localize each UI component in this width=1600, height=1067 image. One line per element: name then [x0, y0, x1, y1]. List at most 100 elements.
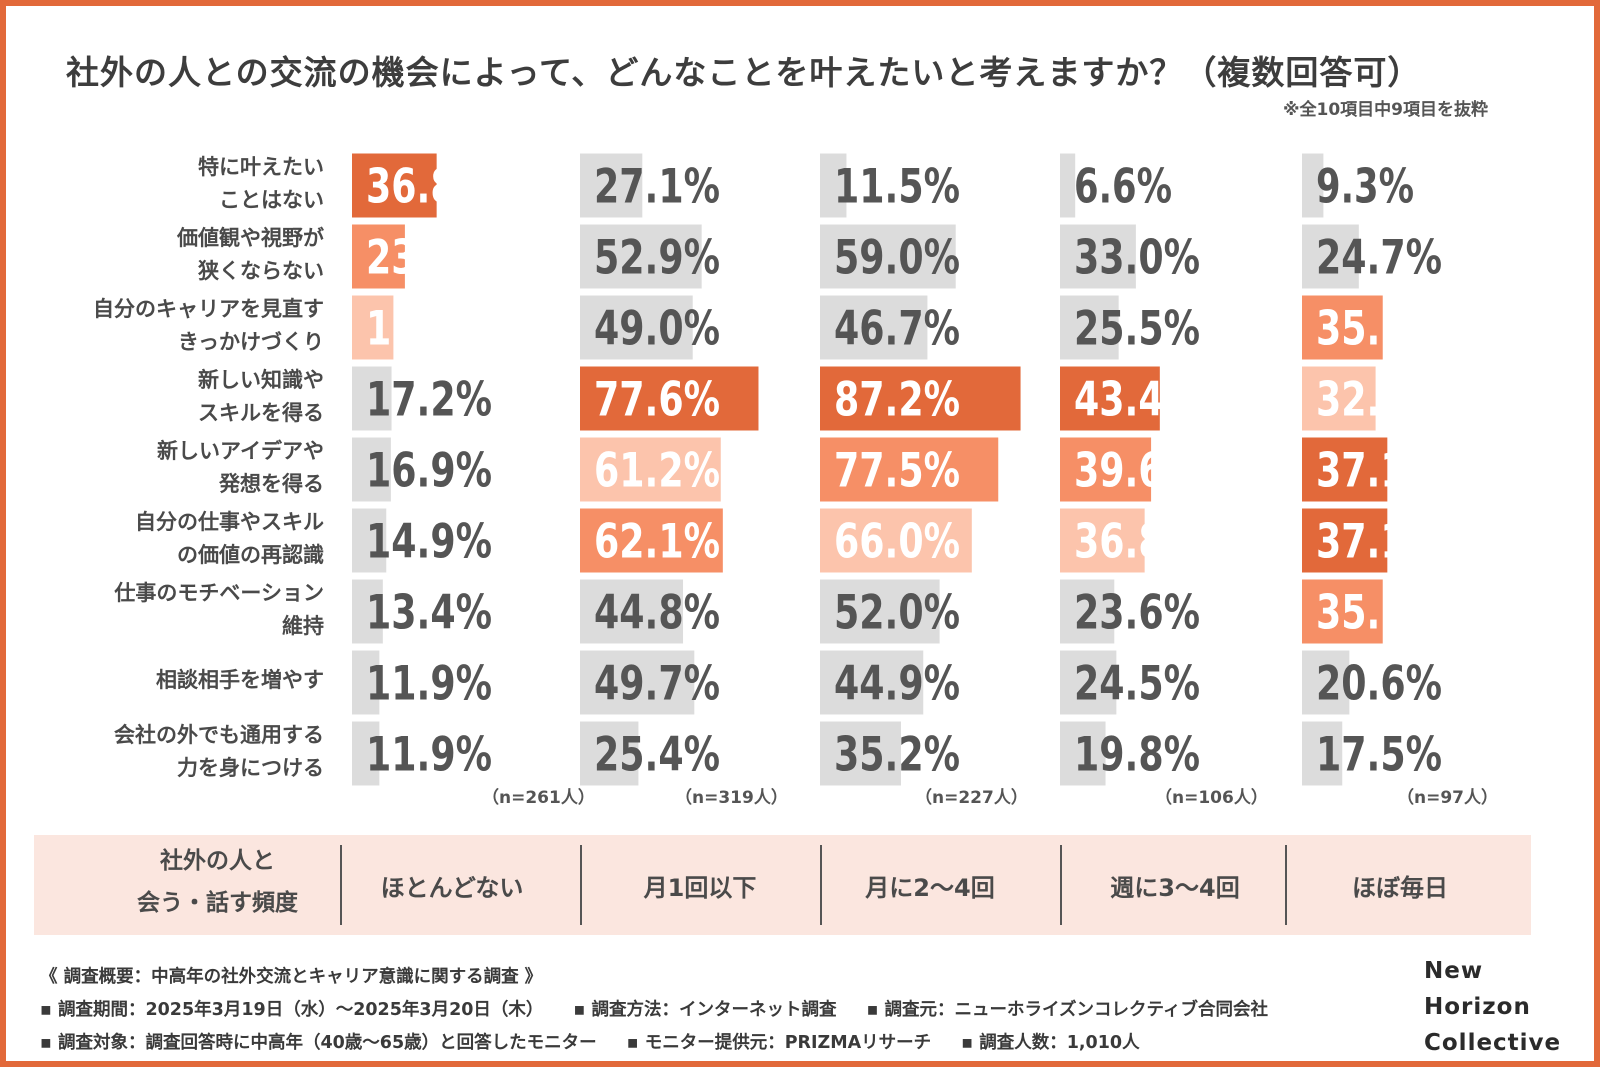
- bar: [1302, 579, 1383, 644]
- bar: [580, 224, 702, 289]
- brand-word: Horizon: [1424, 994, 1531, 1020]
- frequency-divider: [820, 845, 822, 925]
- data-label: 20.6%: [1316, 657, 1442, 712]
- bar: [1060, 366, 1160, 431]
- bar: [352, 721, 380, 786]
- survey-period: ▪ 調査期間：2025年3月19日（水）〜2025年3月20日（木）: [40, 1000, 544, 1020]
- data-label: 77.6%: [594, 373, 720, 428]
- frequency-category: ほとんどない: [380, 874, 524, 902]
- data-label: 37.1%: [1316, 515, 1442, 570]
- bar: [1060, 508, 1145, 573]
- data-label: 87.2%: [834, 373, 960, 428]
- frequency-category: 月1回以下: [643, 874, 757, 902]
- frequency-divider: [1060, 845, 1062, 925]
- bar: [580, 721, 639, 786]
- survey-line-2: ▪ 調査対象：調査回答時に中高年（40歳〜65歳）と回答したモニター ▪ モニタ…: [40, 1029, 1164, 1054]
- row-label-line: 特に叶えたい: [198, 154, 324, 179]
- data-label: 14.9%: [366, 515, 492, 570]
- bar: [1302, 153, 1324, 218]
- bar: [820, 579, 940, 644]
- data-label: 17.5%: [1316, 728, 1442, 783]
- data-label: 77.5%: [834, 444, 960, 499]
- row-label: 価値観や視野が狭くならない: [40, 222, 324, 288]
- survey-count: ▪ 調査人数：1,010人: [961, 1033, 1140, 1053]
- row-label: 特に叶えたいことはない: [40, 151, 324, 217]
- chart-note: ※全10項目中9項目を抜粋: [1282, 100, 1488, 120]
- survey-line-1: ▪ 調査期間：2025年3月19日（水）〜2025年3月20日（木） ▪ 調査方…: [40, 996, 1292, 1021]
- bar: [580, 650, 695, 715]
- bar: [820, 437, 999, 502]
- data-label: 11.9%: [366, 728, 492, 783]
- data-label: 35.1%: [1316, 586, 1442, 641]
- frequency-category: 週に3～4回: [1110, 874, 1240, 902]
- data-label: 25.5%: [1074, 302, 1200, 357]
- data-label: 46.7%: [834, 302, 960, 357]
- row-label-line: 新しい知識や: [198, 367, 324, 392]
- data-label: 6.6%: [1074, 160, 1172, 215]
- bar: [580, 295, 693, 360]
- bar: [580, 437, 721, 502]
- data-label: 66.0%: [834, 515, 960, 570]
- frequency-divider: [580, 845, 582, 925]
- bar: [1060, 721, 1106, 786]
- row-label-line: ことはない: [219, 187, 324, 212]
- bar: [580, 508, 723, 573]
- chart-plot: 36.8% 23.0% 18.0% 17.2% 16.9% 14.9% 13.4% 11.9%…: [352, 153, 1498, 808]
- bar: [1060, 224, 1136, 289]
- bar: [1302, 437, 1388, 502]
- bar: [1302, 650, 1350, 715]
- data-label: 9.3%: [1316, 160, 1414, 215]
- row-label-line: 価値観や視野が: [177, 225, 324, 250]
- data-label: 59.0%: [834, 231, 960, 286]
- sample-size-label: （n=97人）: [1397, 787, 1498, 808]
- data-label: 35.1%: [1316, 302, 1442, 357]
- bar: [580, 153, 643, 218]
- frequency-band: [34, 835, 1531, 935]
- data-label: 44.9%: [834, 657, 960, 712]
- frequency-divider: [340, 845, 342, 925]
- data-label: 16.9%: [366, 444, 492, 499]
- brand-word: Collective: [1424, 1030, 1562, 1056]
- data-label: 62.1%: [594, 515, 720, 570]
- data-label: 43.4%: [1074, 373, 1200, 428]
- bar: [1302, 295, 1383, 360]
- bar: [1302, 366, 1376, 431]
- bar: [1302, 508, 1388, 573]
- data-label: 18.0%: [366, 302, 492, 357]
- survey-source: ▪ 調査元：ニューホライズンコレクティブ合同会社: [866, 1000, 1268, 1020]
- survey-target: ▪ 調査対象：調査回答時に中高年（40歳〜65歳）と回答したモニター: [40, 1033, 597, 1053]
- data-label: 13.4%: [366, 586, 492, 641]
- data-label: 23.0%: [366, 231, 492, 286]
- data-label: 35.2%: [834, 728, 960, 783]
- survey-method: ▪ 調査方法：インターネット調査: [573, 1000, 837, 1020]
- bar: [820, 153, 847, 218]
- data-label: 19.8%: [1074, 728, 1200, 783]
- data-label: 23.6%: [1074, 586, 1200, 641]
- row-label-line: の価値の再認識: [177, 542, 324, 567]
- row-label-line: 狭くならない: [198, 258, 324, 283]
- bar: [820, 366, 1021, 431]
- sample-size-label: （n=106人）: [1155, 787, 1268, 808]
- row-label: 自分の仕事やスキル の価値の再認識: [40, 506, 324, 572]
- data-label: 33.0%: [1074, 231, 1200, 286]
- data-label: 36.8%: [1074, 515, 1200, 570]
- survey-heading: 《 調査概要：中高年の社外交流とキャリア意識に関する調査 》: [40, 967, 543, 987]
- data-label: 37.1%: [1316, 444, 1442, 499]
- frequency-category: 月に2～4回: [865, 874, 995, 902]
- data-label: 61.2%: [594, 444, 720, 499]
- row-label-line: 発想を得る: [219, 471, 324, 496]
- bar: [820, 224, 956, 289]
- bar: [820, 295, 928, 360]
- data-label: 24.7%: [1316, 231, 1442, 286]
- bar: [352, 366, 392, 431]
- data-label: 24.5%: [1074, 657, 1200, 712]
- bar: [352, 437, 391, 502]
- bar: [1060, 650, 1117, 715]
- row-label: 新しいアイデアや 発想を得る: [40, 435, 324, 501]
- data-label: 32.0%: [1316, 373, 1442, 428]
- bar: [352, 224, 405, 289]
- frequency-header-line: 会う・話す頻度: [137, 890, 298, 916]
- row-label-line: 会社の外でも通用する: [114, 722, 324, 747]
- frequency-header: 社外の人と 会う・話す頻度: [110, 840, 325, 924]
- survey-provider: ▪ モニター提供元：PRIZMAリサーチ: [626, 1033, 932, 1053]
